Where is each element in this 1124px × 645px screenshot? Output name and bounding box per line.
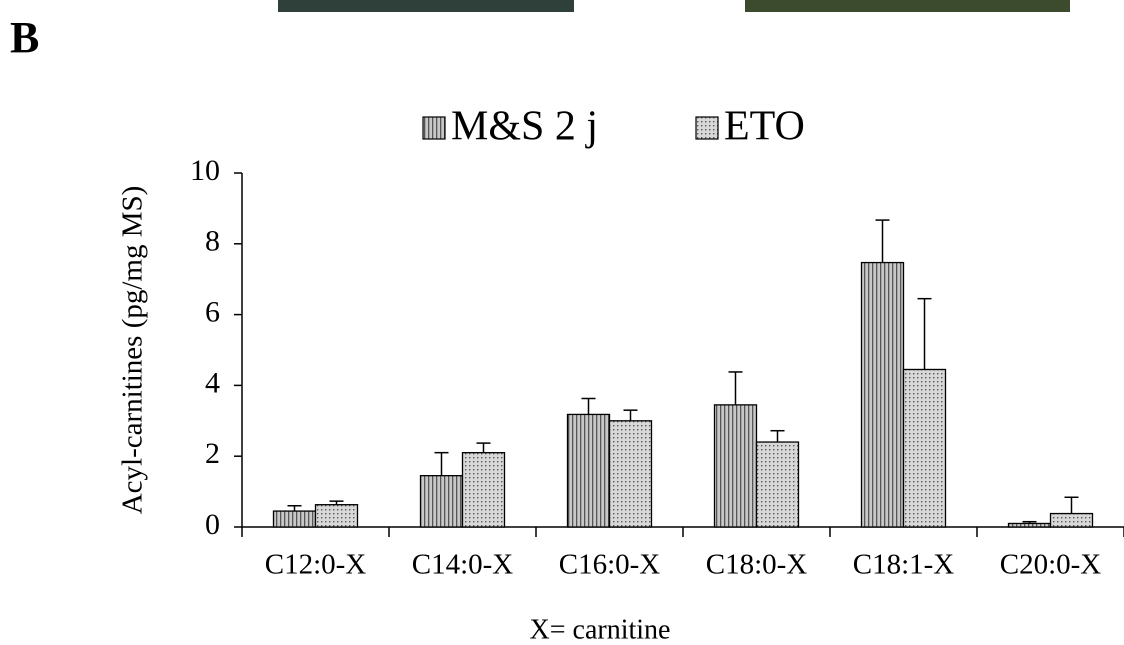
y-tick-label: 6 (205, 295, 220, 328)
bar (566, 413, 611, 528)
legend-swatch (695, 116, 719, 140)
legend-swatch (422, 116, 446, 140)
bar (860, 261, 905, 528)
bar (272, 510, 317, 528)
y-tick-label: 10 (190, 154, 220, 187)
x-tick-label: C12:0-X (265, 549, 367, 581)
photo-crop (278, 0, 574, 12)
bar (755, 441, 800, 528)
x-tick-label: C18:0-X (706, 549, 808, 581)
y-tick-label: 2 (205, 437, 220, 470)
x-axis-title: X= carnitine (530, 614, 671, 645)
photo-crop (745, 0, 1070, 12)
x-tick-label: C16:0-X (559, 549, 661, 581)
bar (419, 475, 464, 528)
bar (1049, 512, 1094, 528)
legend-label: ETO (724, 104, 805, 150)
bar (314, 504, 359, 528)
bar (608, 420, 653, 528)
legend-label: M&S 2 j (451, 104, 598, 150)
y-axis-title: Acyl-carnitines (pg/mg MS) (117, 186, 149, 515)
bar (461, 452, 506, 528)
x-tick-label: C14:0-X (412, 549, 514, 581)
y-tick-label: 0 (205, 508, 220, 541)
y-tick-label: 8 (205, 225, 220, 258)
bar (713, 404, 758, 528)
y-tick-label: 4 (205, 366, 220, 399)
x-tick-label: C20:0-X (1000, 549, 1102, 581)
panel-label: B (10, 13, 39, 62)
bar (902, 368, 947, 528)
bar (1007, 522, 1052, 528)
x-tick-label: C18:1-X (853, 549, 955, 581)
